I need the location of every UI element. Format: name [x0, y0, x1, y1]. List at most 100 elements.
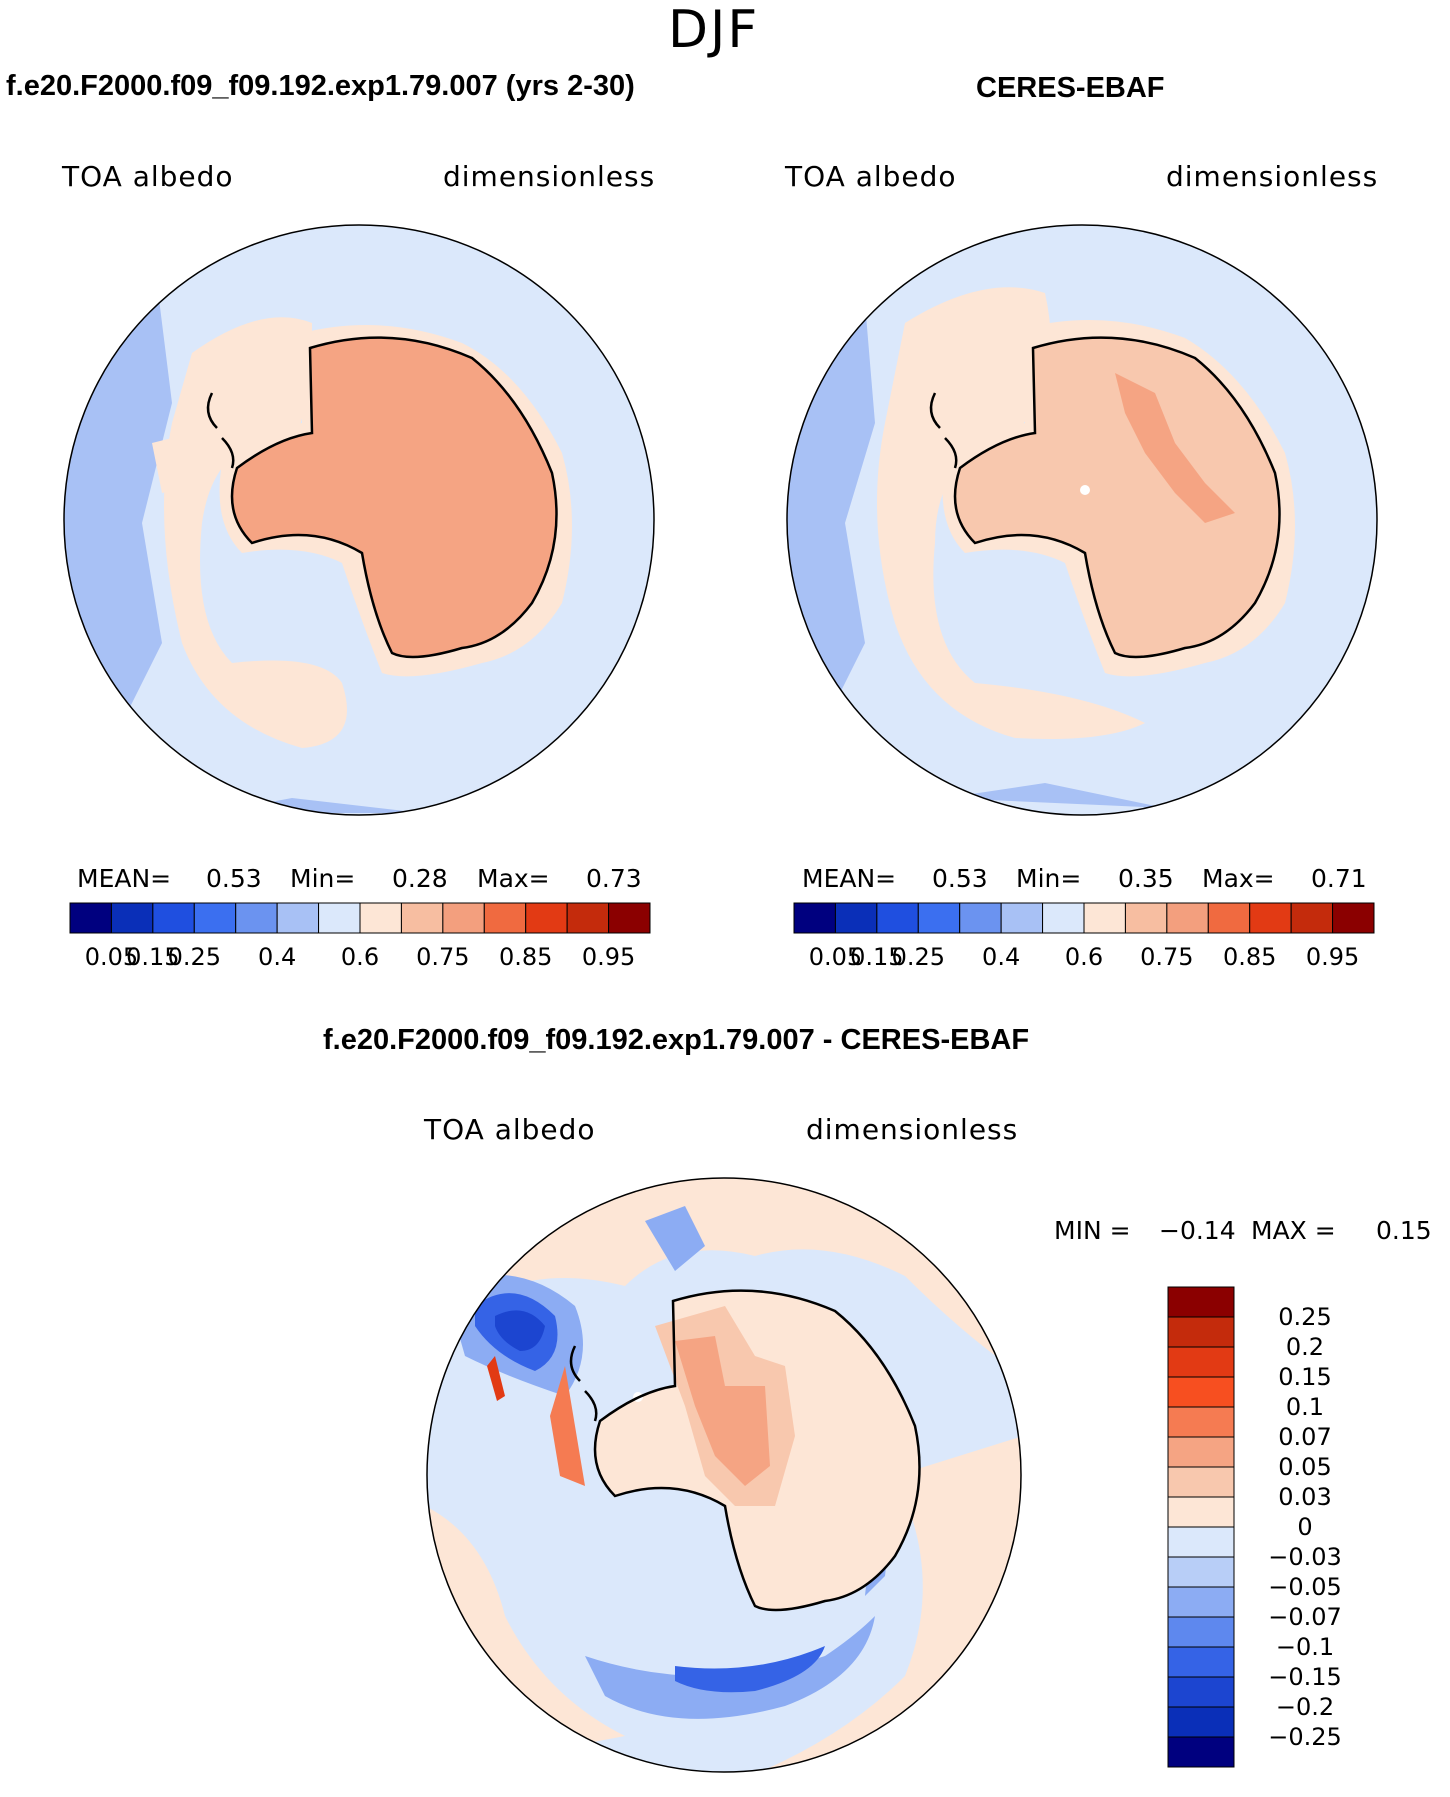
colorbar-obs-swatch-3: [917, 902, 961, 934]
colorbar-diff-swatch-13: [1167, 1676, 1235, 1708]
colorbar-diff-swatch-3: [1167, 1376, 1235, 1408]
obs-max-label: Max=: [1202, 864, 1275, 893]
map-diff: [426, 1177, 1022, 1773]
colorbar-obs-tick-label: 0.05: [808, 943, 863, 971]
colorbar-diff-swatch-9: [1167, 1556, 1235, 1588]
colorbar-obs-swatch-13: [1332, 902, 1375, 934]
colorbar-diff-tick-label: 0.05: [1278, 1453, 1332, 1481]
colorbar-diff-swatch-8: [1167, 1526, 1235, 1558]
colorbar-model-swatch-10: [483, 902, 527, 934]
colorbar-diff-tick-label: 0.1: [1285, 1393, 1325, 1421]
map-obs: [786, 224, 1378, 816]
panel-model-units: dimensionless: [443, 160, 656, 193]
colorbar-model-swatch-11: [525, 902, 568, 934]
obs-min-value: 0.35: [1118, 864, 1174, 893]
colorbar-diff-swatch-6: [1167, 1466, 1235, 1498]
colorbar-diff-swatch-4: [1167, 1406, 1235, 1438]
colorbar-obs-swatch-6: [1042, 902, 1085, 934]
colorbar-diff-swatch-15: [1167, 1736, 1235, 1768]
colorbar-obs-tick-label: 0.85: [1222, 943, 1277, 971]
colorbar-diff-ticks: 0.25 0.2 0.15 0.1 0.07 0.05 0.03 0 −0.03 −0.05 −0.…: [1240, 1287, 1360, 1767]
colorbar-obs-tick-label: 0.15: [850, 943, 904, 971]
colorbar-diff: [1167, 1286, 1235, 1768]
colorbar-diff-swatch-2: [1167, 1346, 1235, 1378]
colorbar-obs: [793, 902, 1375, 934]
colorbar-diff-swatch-10: [1167, 1586, 1235, 1618]
colorbar-diff-swatch-7: [1167, 1496, 1235, 1528]
model-min-value: 0.28: [392, 864, 448, 893]
colorbar-obs-tick-label: 0.95: [1305, 943, 1360, 971]
colorbar-diff-swatch-11: [1167, 1616, 1235, 1648]
model-mean-label: MEAN=: [77, 864, 172, 893]
obs-mean-label: MEAN=: [802, 864, 897, 893]
obs-max-value: 0.71: [1311, 864, 1367, 893]
colorbar-model-tick-label: 0.4: [258, 943, 297, 971]
colorbar-obs-swatch-8: [1124, 902, 1168, 934]
figure-title: DJF: [668, 0, 760, 60]
colorbar-model-ticks: 0.05 0.15 0.25 0.4 0.6 0.75 0.85 0.95: [70, 943, 650, 973]
colorbar-obs-swatch-9: [1166, 902, 1209, 934]
panel-obs-title: CERES-EBAF: [976, 72, 1165, 104]
colorbar-diff-tick-label: −0.1: [1275, 1633, 1335, 1661]
colorbar-diff-swatch-0: [1167, 1286, 1235, 1318]
colorbar-diff-tick-label: 0.2: [1285, 1333, 1325, 1361]
colorbar-obs-swatch-0: [793, 902, 836, 934]
panel-diff-title: f.e20.F2000.f09_f09.192.exp1.79.007 - CE…: [323, 1024, 1030, 1056]
panel-obs-variable: TOA albedo: [785, 160, 957, 193]
colorbar-model-swatch-2: [152, 902, 195, 934]
colorbar-diff-tick-label: −0.05: [1268, 1573, 1342, 1601]
model-max-value: 0.73: [586, 864, 642, 893]
colorbar-model-tick-label: 0.25: [167, 943, 221, 971]
colorbar-diff-swatch-5: [1167, 1436, 1235, 1468]
colorbar-model-tick-label: 0.15: [126, 943, 180, 971]
colorbar-model-tick-label: 0.85: [498, 943, 553, 971]
colorbar-diff-tick-label: −0.03: [1268, 1543, 1342, 1571]
colorbar-model: [69, 902, 651, 934]
colorbar-model-swatch-1: [110, 902, 154, 934]
panel-model-variable: TOA albedo: [62, 160, 234, 193]
colorbar-obs-swatch-1: [834, 902, 878, 934]
colorbar-model-swatch-4: [235, 902, 278, 934]
colorbar-diff-tick-label: 0.07: [1278, 1423, 1332, 1451]
model-mean-value: 0.53: [206, 864, 262, 893]
colorbar-diff-tick-label: −0.15: [1268, 1663, 1342, 1691]
colorbar-model-tick-label: 0.75: [416, 943, 470, 971]
diff-max-value: 0.15: [1376, 1216, 1432, 1245]
colorbar-obs-swatch-11: [1249, 902, 1292, 934]
colorbar-obs-swatch-10: [1207, 902, 1251, 934]
panel-diff-variable: TOA albedo: [424, 1113, 596, 1146]
colorbar-model-swatch-7: [359, 902, 402, 934]
colorbar-obs-swatch-5: [1000, 902, 1044, 934]
colorbar-obs-tick-label: 0.75: [1140, 943, 1194, 971]
map-model: [63, 224, 655, 816]
colorbar-model-swatch-3: [193, 902, 237, 934]
colorbar-diff-tick-label: −0.2: [1275, 1693, 1335, 1721]
colorbar-diff-tick-label: −0.07: [1268, 1603, 1342, 1631]
panel-model-title: f.e20.F2000.f09_f09.192.exp1.79.007 (yrs…: [6, 70, 635, 102]
colorbar-diff-swatch-12: [1167, 1646, 1235, 1678]
colorbar-obs-tick-label: 0.25: [891, 943, 945, 971]
model-max-label: Max=: [477, 864, 550, 893]
colorbar-diff-swatch-14: [1167, 1706, 1235, 1738]
colorbar-model-tick-label: 0.05: [84, 943, 139, 971]
panel-obs-units: dimensionless: [1166, 160, 1379, 193]
colorbar-model-swatch-0: [69, 902, 112, 934]
diff-max-label: MAX =: [1251, 1216, 1336, 1245]
diff-min-value: −0.14: [1159, 1216, 1236, 1245]
colorbar-model-swatch-9: [442, 902, 485, 934]
colorbar-model-tick-label: 0.6: [340, 943, 380, 971]
obs-mean-value: 0.53: [932, 864, 988, 893]
colorbar-obs-swatch-12: [1290, 902, 1334, 934]
colorbar-model-swatch-13: [608, 902, 651, 934]
colorbar-model-swatch-8: [400, 902, 444, 934]
colorbar-obs-swatch-4: [959, 902, 1002, 934]
colorbar-model-tick-label: 0.95: [581, 943, 636, 971]
colorbar-obs-swatch-7: [1083, 902, 1126, 934]
colorbar-obs-swatch-2: [876, 902, 919, 934]
colorbar-diff-tick-label: 0.15: [1278, 1363, 1332, 1391]
colorbar-obs-ticks: 0.05 0.15 0.25 0.4 0.6 0.75 0.85 0.95: [794, 943, 1374, 973]
colorbar-obs-tick-label: 0.4: [982, 943, 1021, 971]
panel-diff-units: dimensionless: [806, 1113, 1019, 1146]
colorbar-model-swatch-12: [566, 902, 610, 934]
colorbar-diff-tick-label: 0.25: [1278, 1303, 1332, 1331]
